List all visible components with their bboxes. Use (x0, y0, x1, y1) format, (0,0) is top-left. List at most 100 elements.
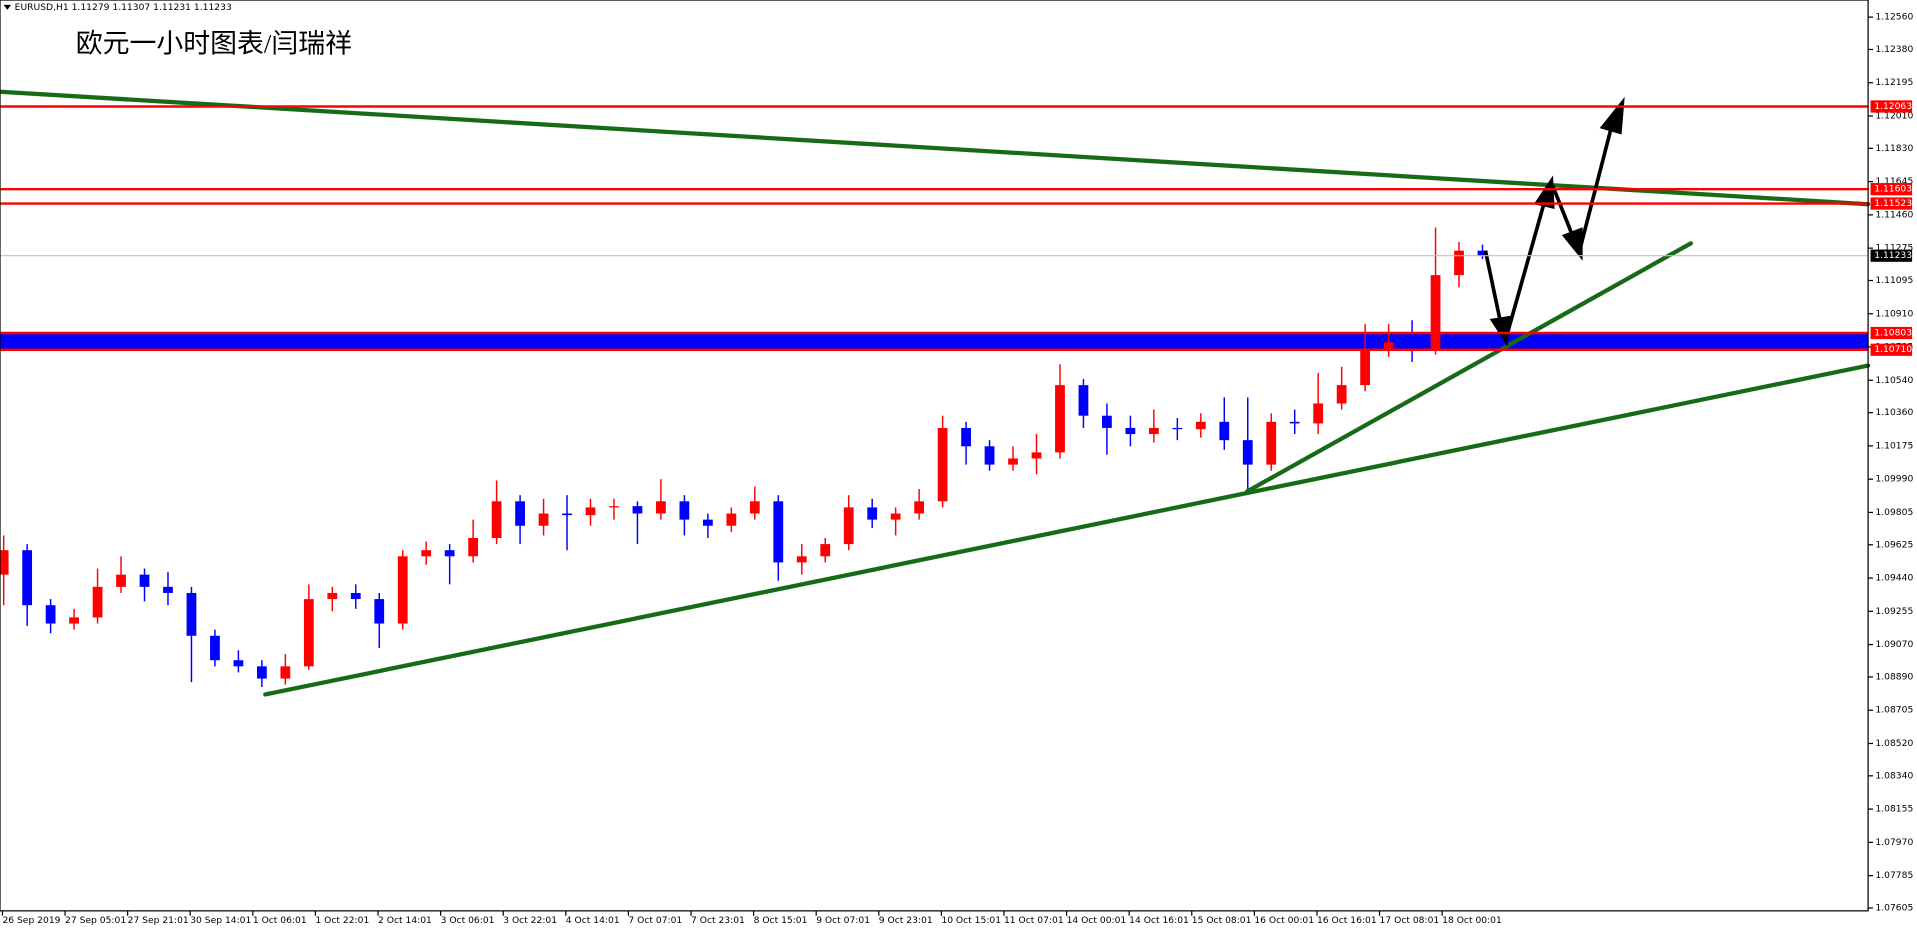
candle-body (139, 574, 150, 587)
y-tick-label: 1.11460 (1875, 209, 1913, 220)
candle-body (1148, 427, 1159, 435)
y-tick-label: 1.12560 (1875, 12, 1913, 23)
candle-body (1313, 403, 1324, 424)
candle-body (421, 550, 432, 557)
y-tick-label: 1.11095 (1875, 275, 1913, 286)
price-level-label: 1.11523 (1874, 198, 1912, 209)
y-tick-label: 1.08340 (1875, 770, 1913, 781)
candle-body (1219, 421, 1230, 441)
candle-body (1195, 421, 1206, 430)
candle-body (374, 599, 385, 624)
candle-body (280, 666, 291, 679)
candle-body (796, 556, 807, 563)
candle-body (210, 635, 220, 661)
x-tick-label: 14 Oct 00:01 (1067, 915, 1127, 926)
candle-body (1078, 385, 1089, 416)
y-tick-label: 1.08520 (1875, 738, 1913, 749)
current-price-box (1870, 249, 1913, 262)
x-tick-label: 7 Oct 07:01 (628, 915, 682, 926)
x-tick-label: 7 Oct 23:01 (691, 915, 745, 926)
price-level-label: 1.12063 (1874, 101, 1912, 112)
candle-body (1430, 275, 1441, 349)
y-tick-label: 1.09440 (1875, 573, 1913, 584)
candle-body (0, 550, 9, 575)
x-tick-label: 9 Oct 07:01 (816, 915, 870, 926)
candle-body (163, 586, 173, 593)
candle-body (609, 506, 619, 508)
x-tick-label: 27 Sep 21:01 (128, 915, 189, 926)
candle-body (491, 501, 502, 538)
arrow (1550, 185, 1574, 236)
candle-body (726, 513, 737, 526)
candle-body (538, 513, 549, 526)
candle-body (1383, 342, 1394, 349)
y-tick-label: 1.09255 (1875, 606, 1913, 617)
arrow-head (1599, 96, 1625, 135)
x-tick-label: 3 Oct 22:01 (503, 915, 557, 926)
menu-triangle (3, 4, 12, 10)
trendline (263, 363, 1871, 697)
x-tick-label: 16 Oct 16:01 (1317, 915, 1377, 926)
price-level-box (1870, 197, 1913, 210)
symbol-header: EURUSD,H1 1.11279 1.11307 1.11231 1.1123… (15, 2, 232, 13)
candle-body (1336, 385, 1347, 404)
candle-body (116, 574, 126, 587)
x-tick-label: 4 Oct 14:01 (566, 915, 620, 926)
candle-body (984, 446, 995, 465)
candle-body (45, 605, 56, 624)
y-tick-label: 1.09625 (1875, 539, 1913, 550)
axes-layer: 1.12560 1.12380 1.12195 1.12010 1.11830 1.116… (1, 12, 1913, 926)
candle-body (749, 501, 760, 514)
candle-body (350, 592, 361, 600)
zone-layer (0, 333, 1869, 350)
y-tick-label: 1.09805 (1875, 507, 1913, 518)
candle-body (1055, 385, 1065, 453)
y-tick-label: 1.10910 (1875, 308, 1913, 319)
candle-body (585, 507, 596, 516)
y-tick-label: 1.09070 (1875, 639, 1913, 650)
candle-body (1289, 421, 1300, 424)
x-tick-label: 1 Oct 06:01 (253, 915, 307, 926)
y-tick-label: 1.09990 (1875, 474, 1913, 485)
candle-body (22, 550, 33, 606)
candle-body (327, 592, 338, 600)
x-tick-label: 3 Oct 06:01 (441, 915, 495, 926)
candle-body (233, 660, 244, 667)
x-tick-label: 2 Oct 14:01 (378, 915, 432, 926)
trendlines (0, 89, 1871, 697)
trendline (1244, 241, 1693, 494)
x-tick-label: 9 Oct 23:01 (879, 915, 933, 926)
y-tick-label: 1.12380 (1875, 44, 1913, 55)
candle-body (1454, 250, 1464, 276)
candle-body (1031, 452, 1042, 459)
candle-body (632, 506, 643, 514)
x-tick-label: 16 Oct 00:01 (1254, 915, 1314, 926)
candle-body (1360, 348, 1371, 386)
price-level-box (1870, 343, 1913, 356)
candle-body (1407, 342, 1417, 349)
plot-frame (0, 0, 1869, 912)
x-tick-label: 15 Oct 08:01 (1192, 915, 1252, 926)
candle-body (773, 501, 784, 563)
arrow-head (1533, 175, 1555, 209)
x-tick-label: 17 Oct 08:01 (1380, 915, 1440, 926)
x-tick-label: 8 Oct 15:01 (754, 915, 808, 926)
candle-body (961, 427, 971, 447)
y-tick-label: 1.08890 (1875, 671, 1913, 682)
y-tick-label: 1.11830 (1875, 143, 1913, 154)
candle-body (397, 556, 408, 624)
trendline (0, 89, 1871, 207)
candle-body (843, 507, 854, 545)
x-tick-label: 26 Sep 2019 (2, 915, 60, 926)
price-level-box (1870, 183, 1913, 196)
x-tick-label: 11 Oct 07:01 (1004, 915, 1064, 926)
support-zone (0, 333, 1869, 350)
candle-body (69, 617, 79, 624)
candle-body (186, 592, 197, 636)
candle-body (1242, 440, 1253, 465)
y-tick-label: 1.08705 (1875, 705, 1913, 716)
candle-body (867, 507, 878, 520)
candle-body (256, 666, 267, 679)
candle-body (890, 513, 901, 520)
